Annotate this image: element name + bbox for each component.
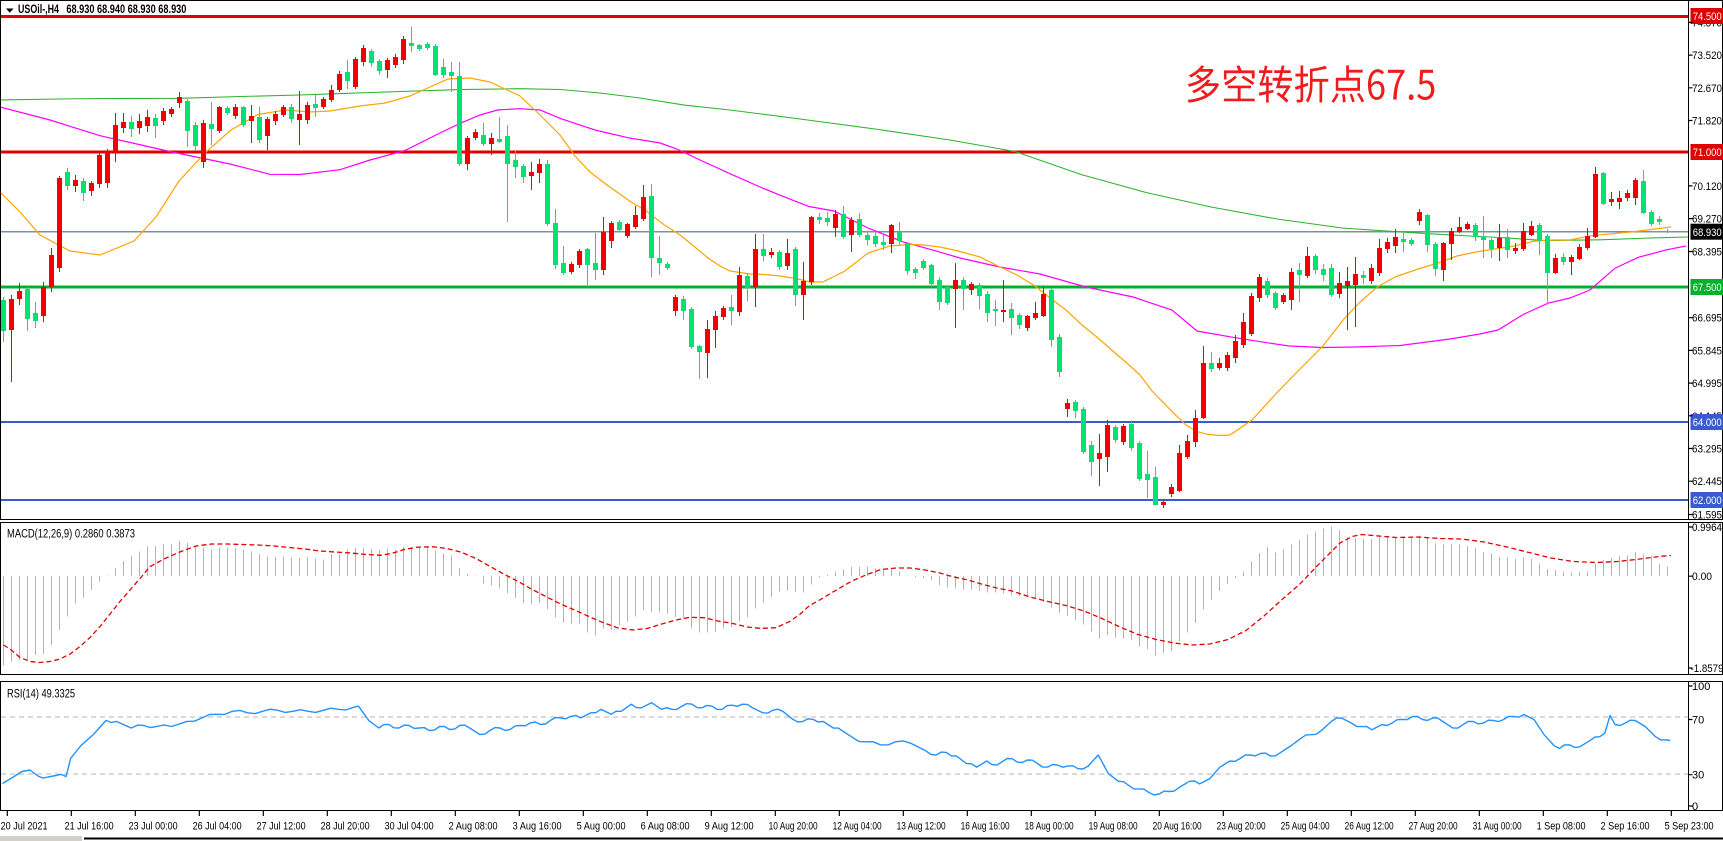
svg-text:MACD(12,26,9) 0.2860 0.3873: MACD(12,26,9) 0.2860 0.3873 [7, 529, 135, 541]
svg-text:0: 0 [1692, 801, 1698, 813]
svg-text:31 Aug 00:00: 31 Aug 00:00 [1473, 821, 1522, 833]
svg-text:27 Jul 12:00: 27 Jul 12:00 [257, 821, 306, 833]
svg-text:6 Aug 08:00: 6 Aug 08:00 [641, 821, 690, 833]
svg-text:2 Aug 08:00: 2 Aug 08:00 [449, 821, 498, 833]
svg-text:1 Sep 08:00: 1 Sep 08:00 [1537, 821, 1586, 833]
svg-text:30: 30 [1692, 770, 1704, 782]
svg-text:68.395: 68.395 [1692, 247, 1722, 259]
svg-text:25 Aug 04:00: 25 Aug 04:00 [1281, 821, 1330, 833]
svg-text:12 Aug 04:00: 12 Aug 04:00 [833, 821, 882, 833]
svg-text:68.930 68.940 68.930 68.930: 68.930 68.940 68.930 68.930 [66, 4, 186, 16]
svg-text:0.9964: 0.9964 [1692, 522, 1722, 534]
svg-text:0.00: 0.00 [1692, 571, 1712, 583]
svg-text:30 Jul 04:00: 30 Jul 04:00 [385, 821, 434, 833]
svg-text:27 Aug 20:00: 27 Aug 20:00 [1409, 821, 1458, 833]
svg-text:62.000: 62.000 [1693, 495, 1722, 507]
svg-text:71.000: 71.000 [1693, 147, 1722, 159]
svg-text:USOil-,H4: USOil-,H4 [18, 4, 59, 16]
svg-text:26 Aug 12:00: 26 Aug 12:00 [1345, 821, 1394, 833]
svg-text:64.000: 64.000 [1693, 417, 1722, 429]
svg-text:3 Aug 16:00: 3 Aug 16:00 [513, 821, 562, 833]
svg-text:18 Aug 00:00: 18 Aug 00:00 [1025, 821, 1074, 833]
svg-text:2 Sep 16:00: 2 Sep 16:00 [1601, 821, 1650, 833]
svg-text:23 Aug 20:00: 23 Aug 20:00 [1217, 821, 1266, 833]
svg-text:16 Aug 16:00: 16 Aug 16:00 [961, 821, 1010, 833]
svg-text:64.995: 64.995 [1692, 378, 1722, 390]
svg-text:21 Jul 16:00: 21 Jul 16:00 [65, 821, 114, 833]
svg-text:26 Jul 04:00: 26 Jul 04:00 [193, 821, 242, 833]
svg-text:70.120: 70.120 [1692, 181, 1722, 193]
svg-text:20 Aug 16:00: 20 Aug 16:00 [1153, 821, 1202, 833]
svg-text:100: 100 [1692, 681, 1710, 693]
svg-text:-1.8579: -1.8579 [1691, 663, 1723, 675]
svg-text:9 Aug 12:00: 9 Aug 12:00 [705, 821, 754, 833]
svg-text:28 Jul 20:00: 28 Jul 20:00 [321, 821, 370, 833]
svg-text:RSI(14) 49.3325: RSI(14) 49.3325 [7, 689, 75, 701]
svg-text:73.520: 73.520 [1692, 50, 1722, 62]
svg-text:5 Aug 00:00: 5 Aug 00:00 [577, 821, 626, 833]
svg-text:61.595: 61.595 [1692, 510, 1722, 522]
svg-text:13 Aug 12:00: 13 Aug 12:00 [897, 821, 946, 833]
svg-text:65.845: 65.845 [1692, 345, 1722, 357]
svg-text:19 Aug 08:00: 19 Aug 08:00 [1089, 821, 1138, 833]
svg-text:23 Jul 00:00: 23 Jul 00:00 [129, 821, 178, 833]
svg-text:74.500: 74.500 [1693, 11, 1722, 23]
svg-text:72.670: 72.670 [1692, 83, 1722, 95]
svg-text:66.695: 66.695 [1692, 313, 1722, 325]
svg-text:63.295: 63.295 [1692, 444, 1722, 456]
svg-text:10 Aug 20:00: 10 Aug 20:00 [769, 821, 818, 833]
svg-text:5 Sep 23:00: 5 Sep 23:00 [1665, 821, 1714, 833]
svg-text:71.820: 71.820 [1692, 116, 1722, 128]
svg-text:70: 70 [1692, 715, 1704, 727]
svg-text:62.445: 62.445 [1692, 476, 1722, 488]
svg-text:68.930: 68.930 [1693, 227, 1722, 239]
svg-text:67.500: 67.500 [1693, 282, 1722, 294]
svg-text:69.270: 69.270 [1692, 214, 1722, 226]
svg-text:20 Jul 2021: 20 Jul 2021 [1, 821, 48, 833]
